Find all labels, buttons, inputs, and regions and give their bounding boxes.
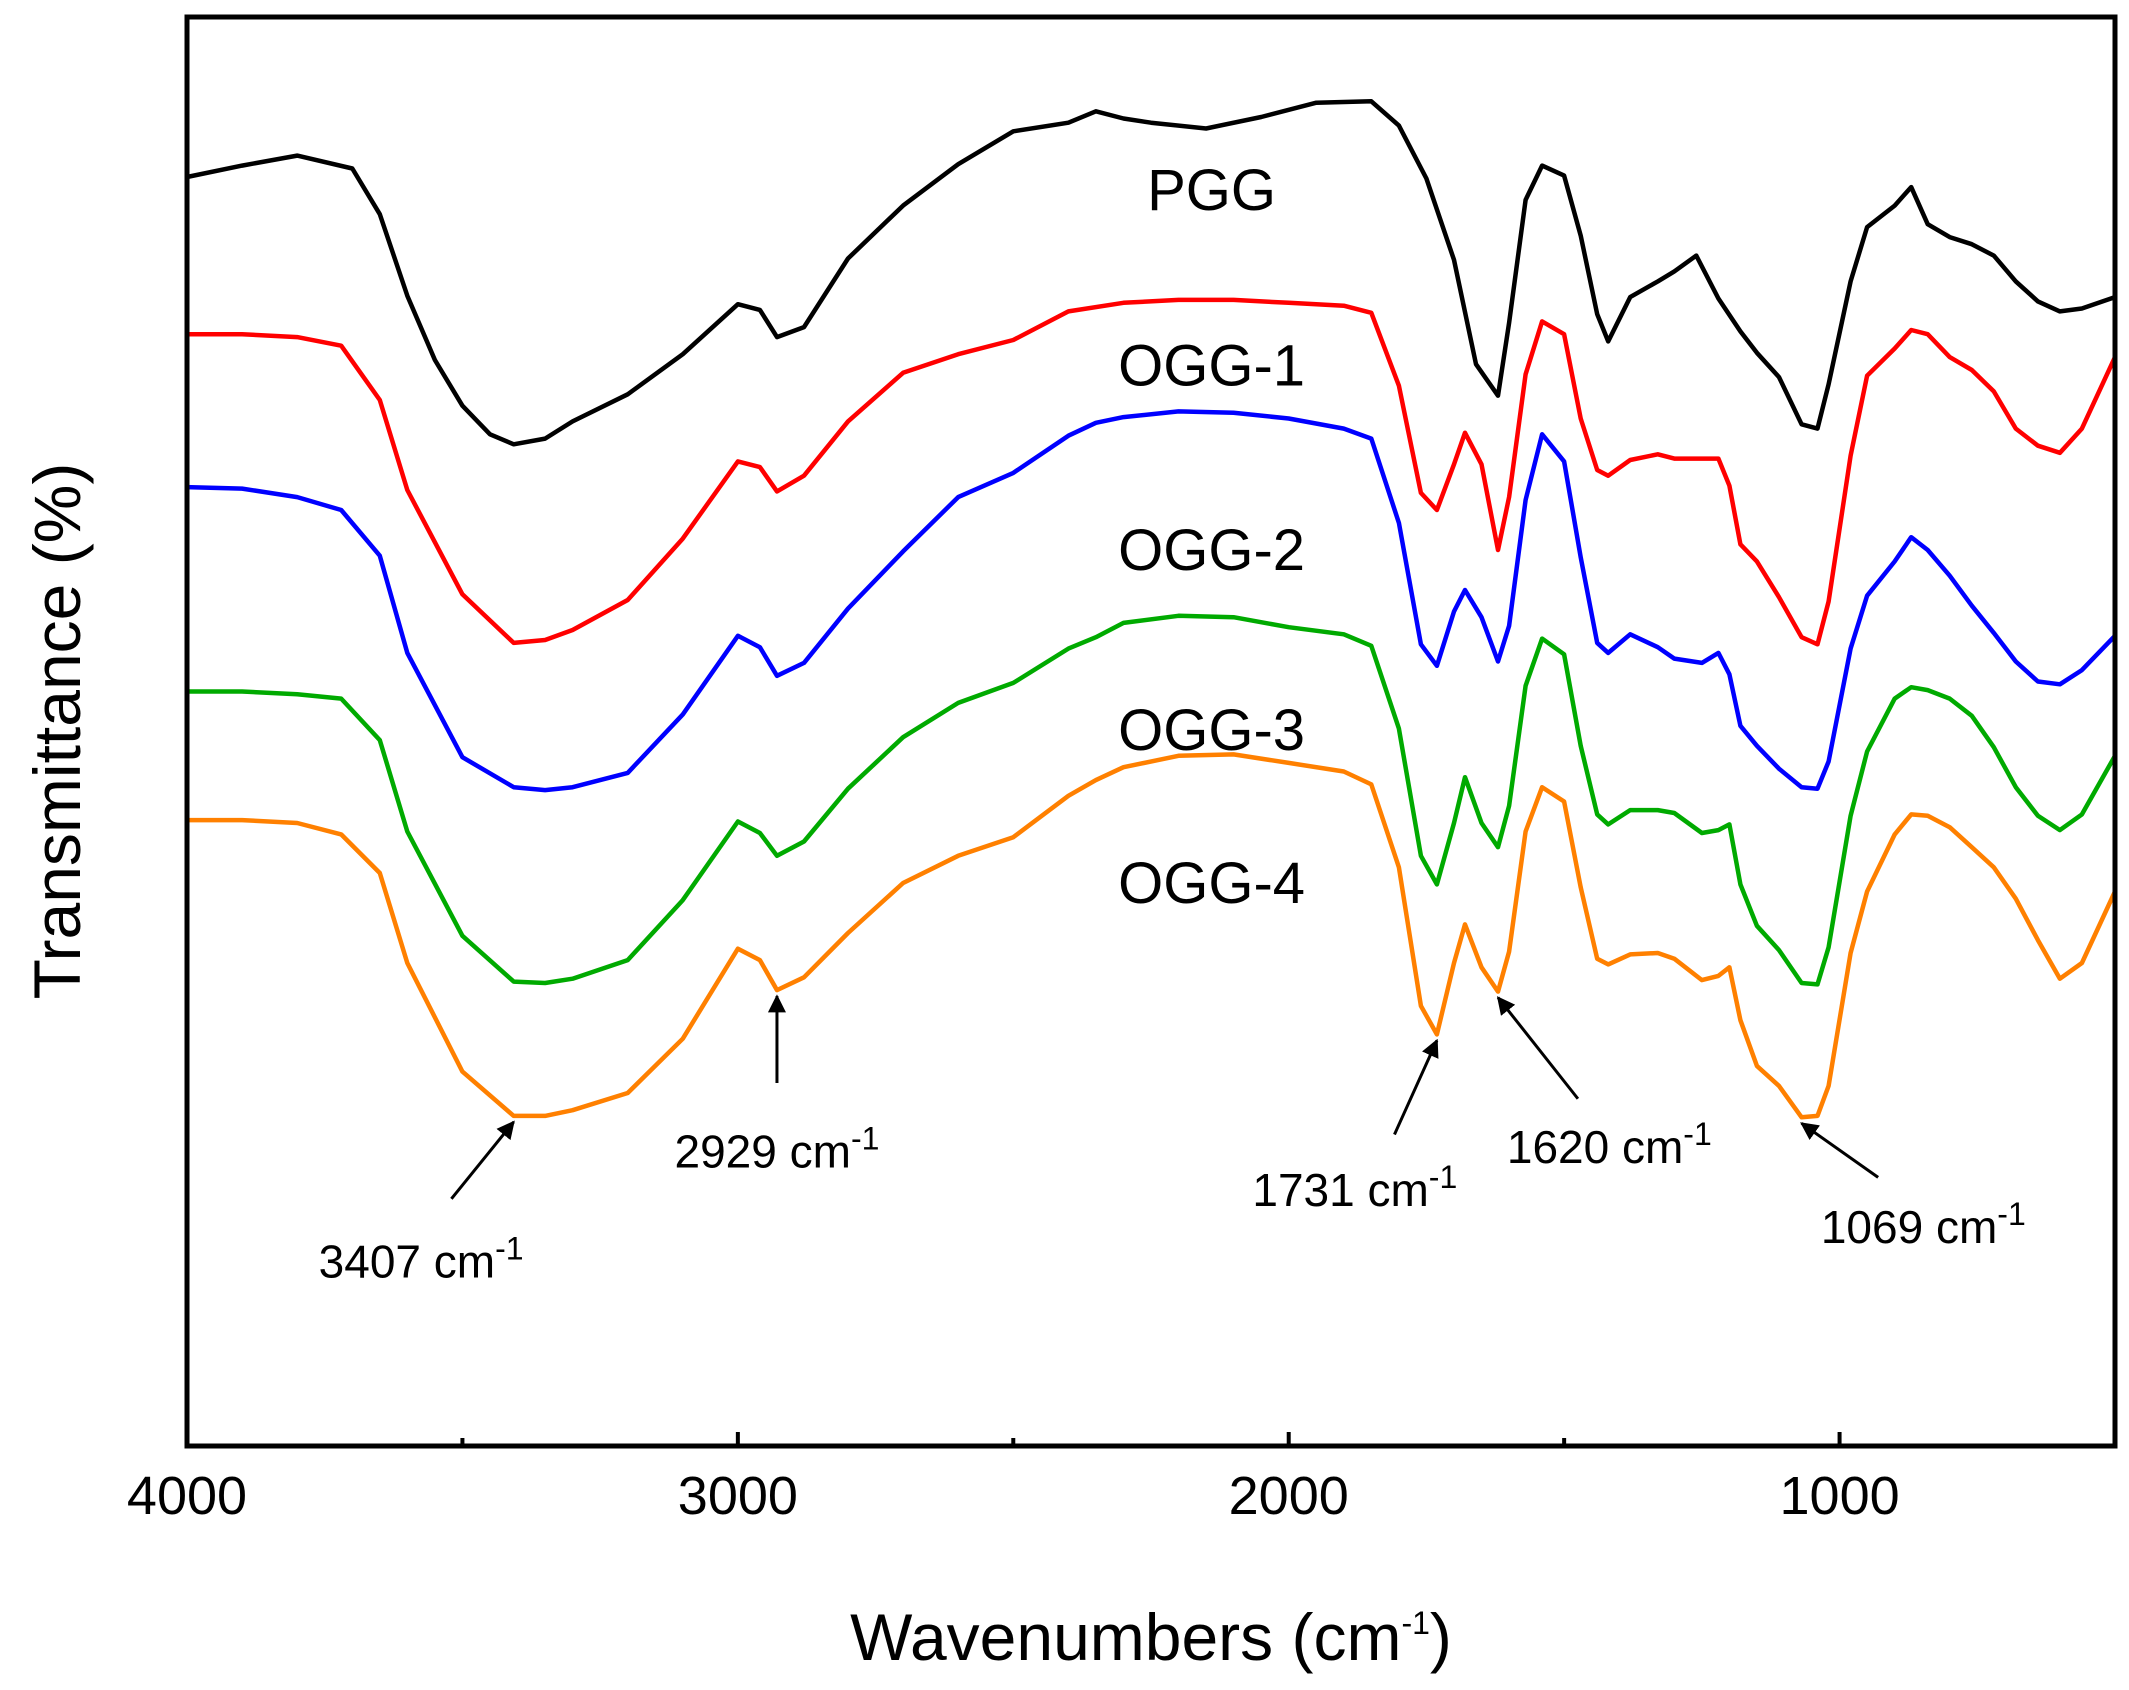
x-axis-title: Wavenumbers (cm-1) xyxy=(850,1600,1452,1674)
series-labels: PGG OGG-1 OGG-2 OGG-3 OGG-4 xyxy=(1118,158,1305,916)
series-line-pgg xyxy=(184,99,2118,447)
annotation-label-3407: 3407 cm-1 xyxy=(319,1230,524,1287)
annotation-label-2929: 2929 cm-1 xyxy=(675,1120,880,1177)
series-label-ogg-1: OGG-1 xyxy=(1118,334,1305,399)
annotation-label-1069: 1069 cm-1 xyxy=(1821,1196,2026,1253)
annotation-arrow-3407 xyxy=(450,1120,515,1200)
x-tick-label: 1000 xyxy=(1780,1466,1900,1526)
peak-annotations: 3407 cm-1 2929 cm-1 1731 cm-1 1620 cm-1 1069… xyxy=(319,994,2026,1287)
spectra-curves xyxy=(184,99,2118,1120)
annotation-arrow-1731 xyxy=(1393,1038,1439,1136)
series-line-ogg-2 xyxy=(184,409,2118,793)
x-tick-label: 2000 xyxy=(1229,1466,1349,1526)
series-label-ogg-3: OGG-3 xyxy=(1118,698,1305,763)
annotation-arrow-1069 xyxy=(1800,1122,1879,1179)
series-label-pgg: PGG xyxy=(1147,158,1276,223)
x-tick-label: 4000 xyxy=(127,1466,247,1526)
series-line-ogg-1 xyxy=(184,297,2118,647)
series-label-ogg-4: OGG-4 xyxy=(1118,851,1305,916)
x-axis-ticks: 4000 3000 2000 1000 xyxy=(127,1432,1900,1526)
y-axis-title: Transmittance (%) xyxy=(20,463,94,1000)
x-tick-label: 3000 xyxy=(678,1466,798,1526)
annotation-arrow-1620 xyxy=(1496,996,1580,1100)
annotation-label-1731: 1731 cm-1 xyxy=(1252,1159,1457,1216)
annotation-label-1620: 1620 cm-1 xyxy=(1507,1116,1712,1173)
plot-frame xyxy=(184,14,2118,1449)
series-line-ogg-4 xyxy=(184,752,2118,1120)
series-label-ogg-2: OGG-2 xyxy=(1118,518,1305,583)
series-line-ogg-3 xyxy=(184,613,2118,987)
